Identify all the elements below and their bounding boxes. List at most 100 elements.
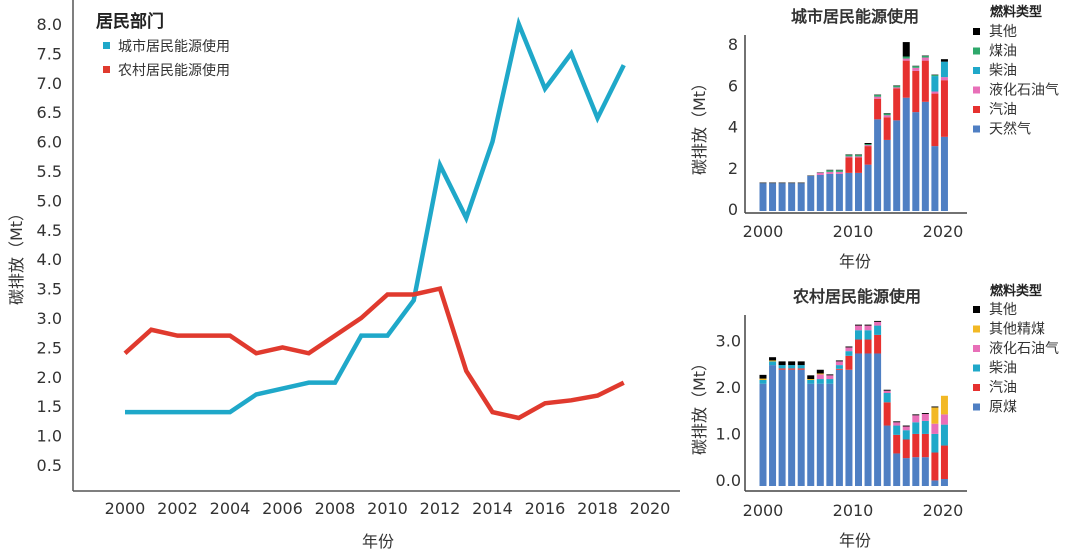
urban-bar-segment — [807, 175, 815, 211]
urban-x-tick-label: 2020 — [923, 222, 964, 241]
rural-bar-segment — [855, 339, 862, 354]
rural-bar-segment — [883, 425, 891, 486]
urban-bar-segment — [893, 85, 901, 88]
x-tick-label: 2002 — [157, 499, 198, 518]
urban-bar-segment — [940, 136, 948, 211]
urban-bar-segment — [874, 95, 882, 97]
rural-bar-segment — [874, 353, 882, 486]
rural-legend-label: 柴油 — [989, 361, 1017, 377]
urban-bar-segment — [864, 144, 872, 146]
rural-bar-segment — [835, 361, 843, 366]
rural-legend-swatch — [973, 325, 980, 333]
urban-legend-swatch — [973, 28, 980, 35]
urban-bar-segment — [788, 183, 796, 211]
rural-bar-segment — [912, 433, 920, 458]
urban-bar-segment — [921, 57, 929, 61]
urban-bar-segment — [912, 112, 920, 211]
urban-bar-segment — [902, 56, 910, 59]
rural-bar-segment — [902, 425, 910, 427]
y-tick-label: 2.0 — [37, 368, 62, 387]
urban-bar-segment — [902, 42, 910, 57]
rural-bar-segment — [883, 389, 891, 391]
rural-bar-segment — [769, 365, 777, 486]
rural-bar-segment — [835, 360, 843, 362]
rural-bar-segment — [864, 353, 872, 486]
rural-bar-segment — [931, 433, 939, 453]
urban-bar-segment — [874, 119, 882, 211]
rural-bar-segment — [940, 424, 948, 446]
urban-bar-segment — [797, 183, 805, 211]
rural-bar-segment — [769, 357, 777, 361]
rural-legend-label: 液化石油气 — [989, 341, 1059, 357]
rural-bar-segment — [931, 452, 939, 481]
urban-bar-segment — [864, 145, 872, 147]
rural-bar-segment — [826, 383, 834, 486]
urban-bar-segment — [769, 183, 777, 211]
urban-bar-segment — [855, 157, 862, 173]
rural-bar-segment — [826, 374, 834, 376]
y-tick-label: 0.5 — [37, 456, 62, 475]
x-tick-label: 2016 — [525, 499, 566, 518]
urban-bar-segment — [769, 182, 777, 184]
urban-bar-segment — [855, 156, 862, 158]
urban-bar-segment — [912, 67, 920, 71]
urban-bar-segment — [902, 97, 910, 211]
urban-bar-segment — [855, 154, 862, 157]
rural-bar-segment — [835, 365, 843, 369]
y-tick-label: 3.0 — [37, 309, 62, 328]
y-tick-label: 7.5 — [37, 44, 62, 63]
x-tick-label: 2004 — [210, 499, 251, 518]
urban-legend-swatch — [973, 125, 980, 133]
rural-bar-segment — [940, 414, 948, 425]
rural-legend-swatch — [973, 384, 980, 391]
urban-bar-segment — [855, 172, 862, 211]
urban-bar-segment — [940, 59, 948, 62]
rural-bar-segment — [797, 368, 805, 370]
rural-bar-segment — [778, 368, 786, 370]
rural-bar-segment — [788, 361, 796, 366]
rural-bar-segment — [759, 378, 767, 380]
urban-bar-segment — [845, 156, 853, 158]
rural-bar-segment — [855, 325, 862, 331]
rural-bar-segment — [931, 423, 939, 434]
rural-legend-swatch — [973, 364, 980, 372]
urban-legend-label: 天然气 — [989, 121, 1031, 138]
x-axis-label: 年份 — [362, 532, 394, 551]
rural-bar-segment — [883, 390, 891, 393]
rural-bar-segment — [921, 412, 929, 414]
rural-bar-segment — [902, 430, 910, 440]
series-line-urban — [125, 16, 626, 415]
rural-bar-segment — [874, 320, 882, 322]
rural-bar-segment — [807, 379, 815, 380]
main-line-chart: 0.5 1.0 1.5 2.0 2.5 3.0 3.5 4.0 4.5 5.0 5.5 6.0 6.5 7… — [7, 0, 680, 551]
urban-bar-segment — [921, 55, 929, 58]
rural-bar-segment — [845, 369, 853, 486]
rural-bar-segment — [778, 361, 786, 366]
urban-bar-segment — [835, 170, 843, 172]
rural-bar-segment — [855, 353, 862, 486]
rural-bar-segment — [864, 330, 872, 340]
rural-bar-segment — [845, 351, 853, 356]
urban-legend-label: 汽油 — [989, 102, 1017, 118]
urban-y-axis-label: 碳排放（Mt） — [690, 75, 709, 175]
legend-swatch-rural — [103, 66, 110, 73]
urban-bar-segment — [778, 183, 786, 211]
urban-y-tick-label: 2 — [728, 159, 738, 178]
rural-bar-segment — [874, 334, 882, 354]
urban-legend-swatch — [973, 86, 980, 94]
rural-bar-segment — [797, 369, 805, 486]
rural-bar-segment — [902, 426, 910, 431]
y-tick-label: 5.0 — [37, 191, 62, 210]
rural-bar-segment — [874, 321, 882, 326]
urban-bar-segment — [883, 117, 891, 140]
urban-bar-segment — [826, 173, 834, 211]
urban-x-tick-label: 2010 — [833, 222, 874, 241]
urban-bar-segment — [883, 113, 891, 116]
rural-bar-segment — [940, 445, 948, 480]
rural-y-tick-label: 1.0 — [716, 425, 741, 444]
x-tick-label: 2018 — [577, 499, 618, 518]
rural-bar-segment — [893, 434, 901, 454]
urban-bar-segment — [864, 143, 872, 145]
urban-legend-title: 燃料类型 — [990, 4, 1042, 20]
rural-bar-segment — [816, 369, 824, 374]
